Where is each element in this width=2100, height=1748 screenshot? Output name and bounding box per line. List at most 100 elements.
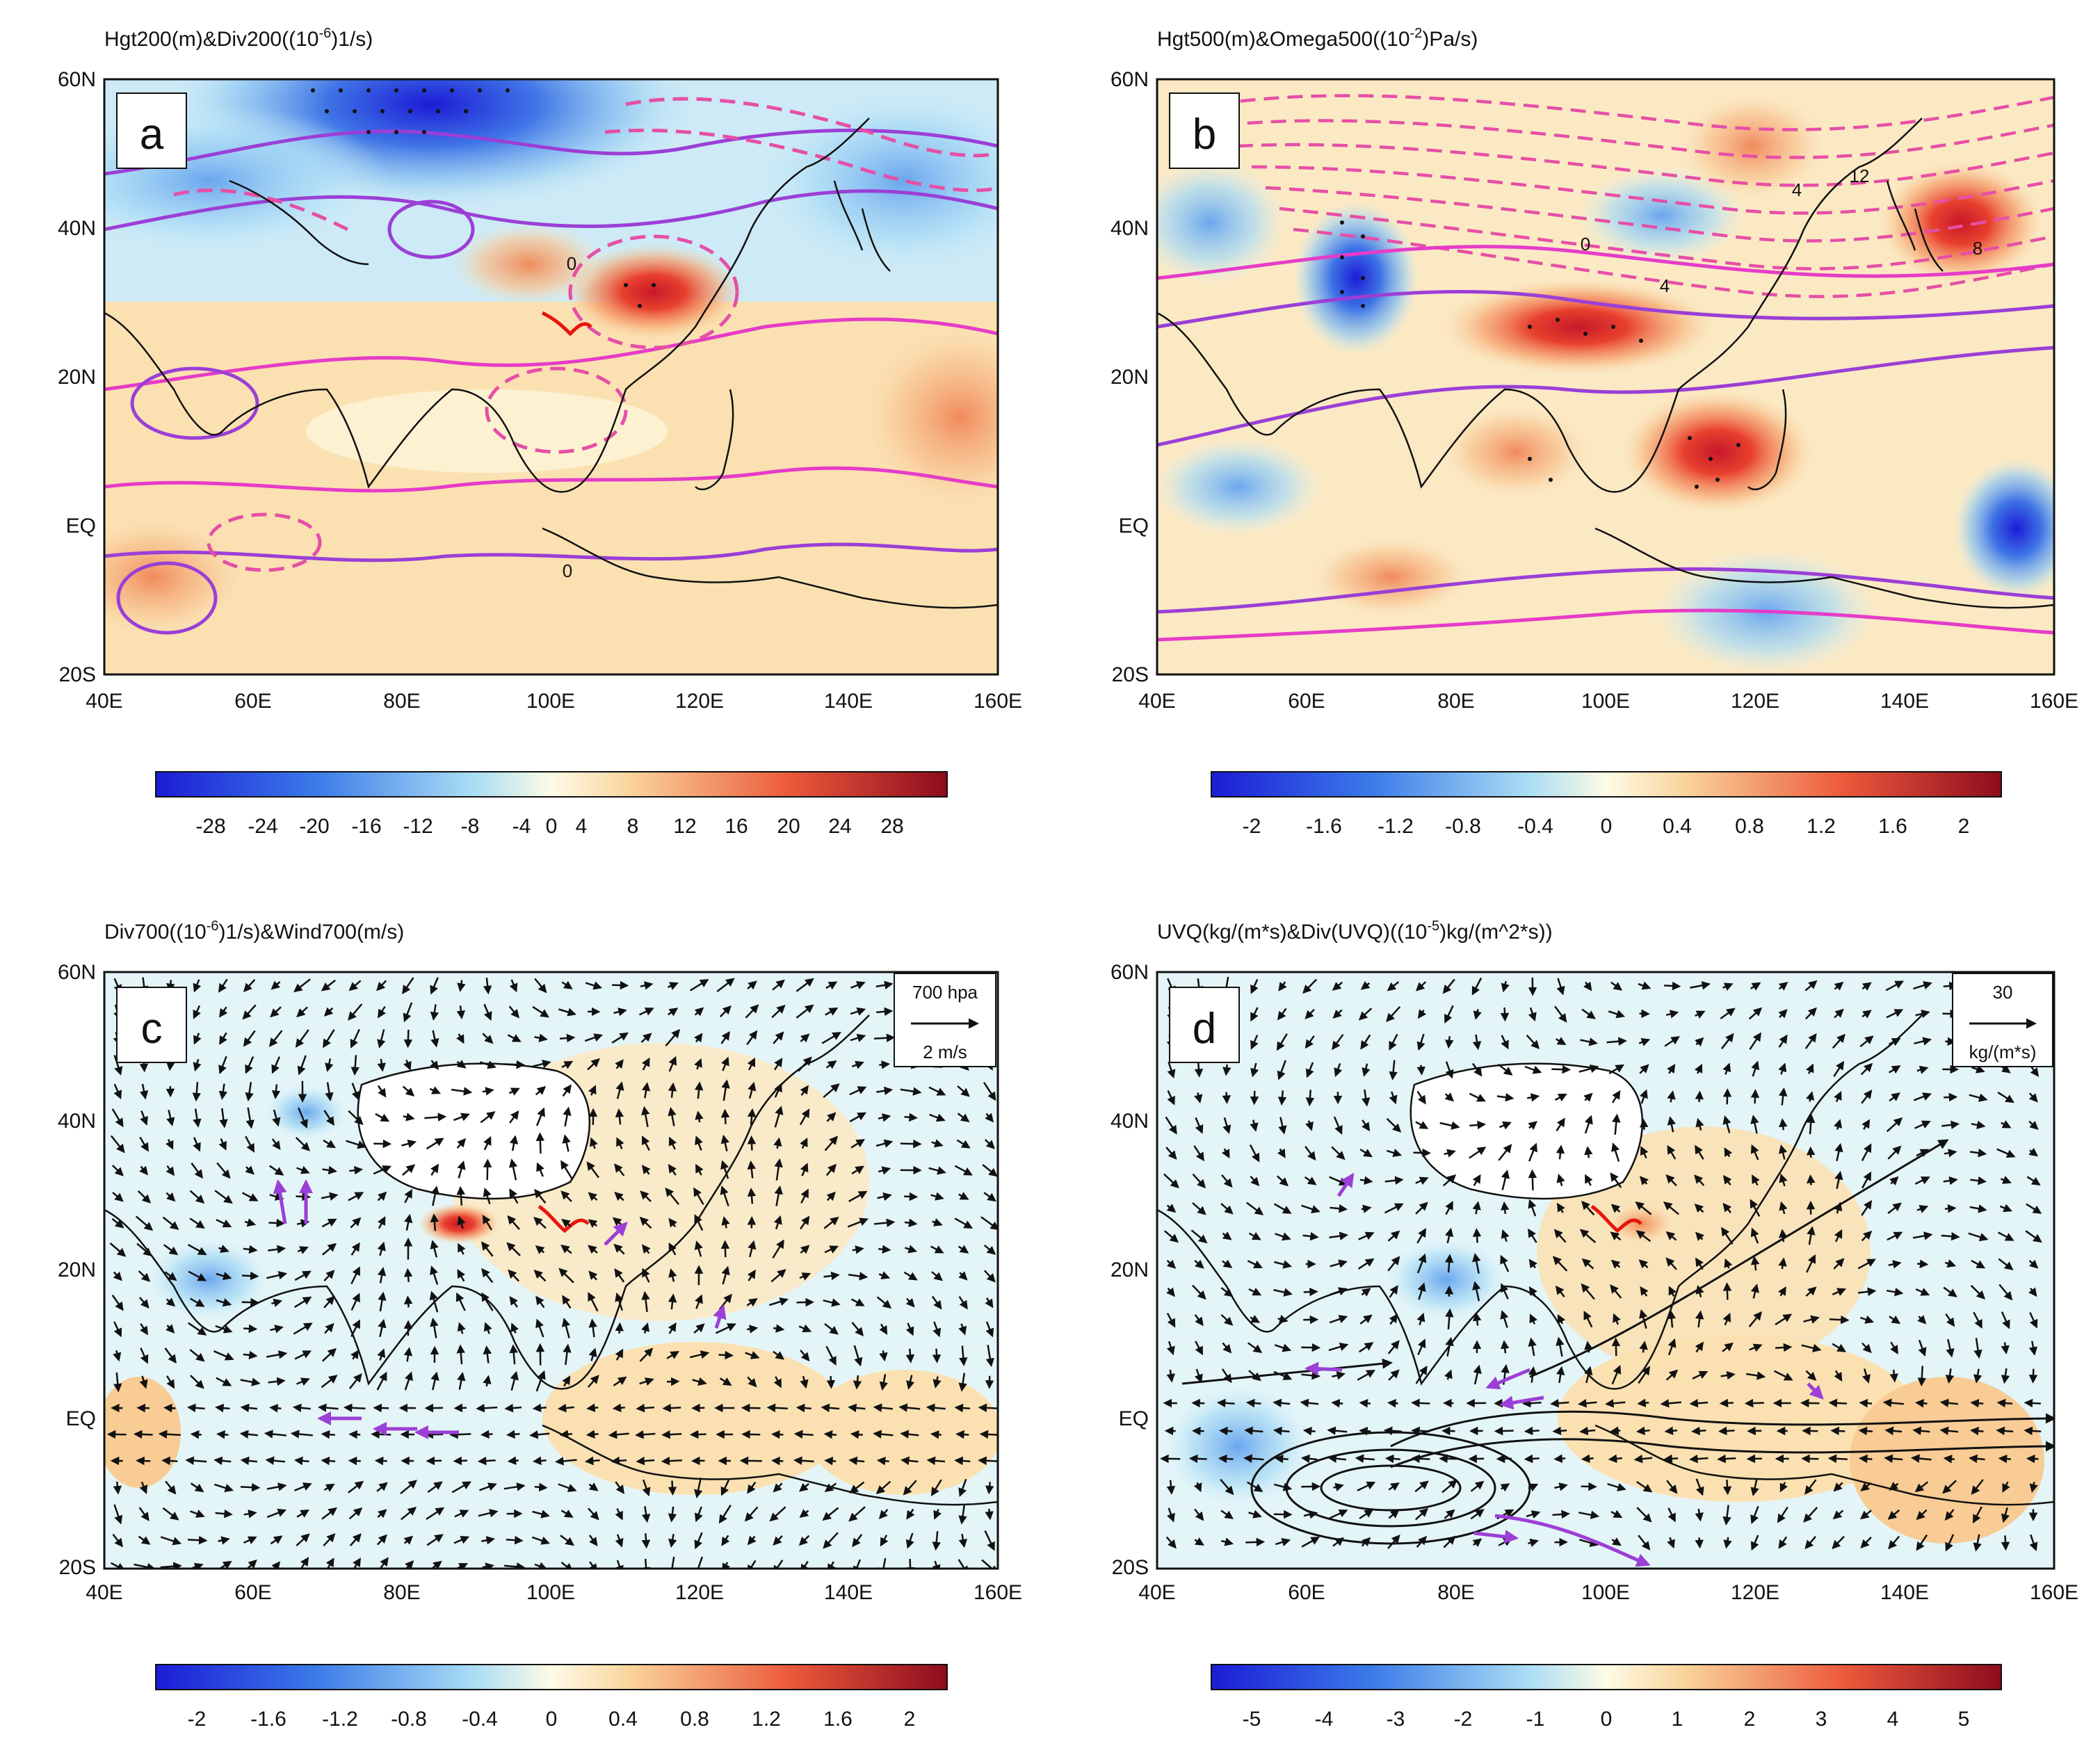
vector-arrow: [2026, 1176, 2041, 1185]
svg-text:60N: 60N: [1110, 68, 1149, 91]
vector-arrow: [266, 1482, 287, 1491]
vector-arrow: [1222, 1064, 1231, 1076]
vector-arrow: [1556, 1202, 1565, 1213]
vector-arrow: [1551, 1065, 1572, 1074]
panel-b-stipple: [1340, 220, 1740, 489]
vector-arrow: [535, 1370, 546, 1392]
vector-arrow: [1664, 1036, 1680, 1047]
svg-text:-5: -5: [1243, 1708, 1261, 1731]
svg-text:20N: 20N: [1110, 366, 1149, 389]
vector-arrow: [531, 1536, 550, 1545]
panel-a-title: Hgt200(m)&Div200((10-6)1/s): [104, 26, 373, 51]
vector-arrow: [983, 1192, 996, 1202]
vector-arrow: [376, 1371, 387, 1391]
vector-arrow: [978, 1403, 998, 1413]
vector-arrow: [930, 1479, 942, 1497]
vector-arrow: [404, 1371, 413, 1391]
vector-arrow: [1494, 1426, 1514, 1436]
vector-arrow: [1943, 1176, 1958, 1185]
vector-arrow: [800, 1560, 809, 1569]
vector-arrow: [641, 1322, 650, 1334]
vector-arrow: [404, 1213, 413, 1231]
svg-text:100E: 100E: [1581, 1581, 1630, 1604]
panel-a-map: [104, 79, 998, 674]
vector-arrow: [958, 1296, 968, 1310]
vector-arrow: [350, 1242, 360, 1256]
vector-arrow: [1333, 1116, 1343, 1135]
vector-arrow: [824, 1322, 839, 1335]
svg-text:100E: 100E: [526, 1581, 575, 1604]
vector-arrow: [747, 1188, 757, 1204]
vector-arrow: [1444, 1005, 1454, 1023]
vector-arrow: [191, 1163, 204, 1179]
vector-arrow: [958, 1478, 967, 1498]
vector-arrow: [479, 1060, 496, 1069]
vector-arrow: [268, 1245, 286, 1254]
vector-arrow: [931, 1271, 943, 1281]
vector-arrow: [1219, 1426, 1233, 1436]
vector-arrow: [584, 1033, 604, 1042]
vector-arrow: [588, 1507, 599, 1521]
vector-arrow: [1778, 982, 1788, 991]
vector-arrow: [266, 1350, 288, 1359]
vector-arrow: [1695, 1117, 1704, 1131]
vector-arrow: [266, 1508, 287, 1519]
svg-text:2 m/s: 2 m/s: [923, 1042, 967, 1062]
vector-arrow: [271, 1138, 281, 1151]
vector-arrow: [1802, 1426, 1818, 1436]
vector-arrow: [402, 1085, 415, 1097]
vector-arrow: [1724, 1147, 1733, 1158]
vector-arrow: [508, 1269, 520, 1282]
svg-text:80E: 80E: [1437, 690, 1474, 713]
vector-arrow: [323, 1007, 334, 1017]
vector-arrow: [1194, 1062, 1204, 1078]
panel-a-contour-label-1: 0: [567, 253, 576, 274]
vector-arrow: [1472, 1201, 1481, 1215]
vector-arrow: [668, 1506, 677, 1523]
panel-b-contour-label-2: 4: [1660, 275, 1670, 296]
svg-text:0.8: 0.8: [1735, 815, 1764, 838]
vector-arrow: [1970, 1426, 1984, 1436]
vector-arrow: [430, 977, 439, 995]
vector-arrow: [427, 1481, 443, 1494]
vector-arrow: [822, 1507, 839, 1521]
vector-arrow: [1749, 1032, 1761, 1050]
vector-arrow: [1556, 1173, 1565, 1186]
vector-arrow: [1528, 1007, 1537, 1022]
vector-arrow: [641, 1558, 651, 1569]
vector-arrow: [1303, 1287, 1318, 1297]
vector-arrow: [165, 1165, 175, 1176]
vector-arrow: [348, 1110, 364, 1126]
vector-arrow: [430, 1371, 439, 1391]
vector-arrow: [741, 1430, 761, 1439]
vector-arrow: [954, 1403, 971, 1413]
vector-arrow: [774, 1106, 784, 1128]
vector-arrow: [1417, 1009, 1427, 1019]
vector-arrow: [1360, 981, 1371, 990]
vector-arrow: [1278, 1117, 1287, 1135]
vector-arrow: [560, 1190, 572, 1202]
vector-arrow: [825, 1060, 837, 1069]
vector-arrow: [1859, 1035, 1874, 1048]
vector-arrow: [1722, 1174, 1732, 1185]
vector-arrow: [1941, 1120, 1960, 1129]
vector-arrow: [113, 1504, 123, 1525]
svg-text:160E: 160E: [974, 1581, 1022, 1604]
vector-arrow: [1497, 1063, 1513, 1076]
vector-arrow: [1302, 1427, 1316, 1436]
vector-arrow: [720, 1480, 730, 1496]
vector-arrow: [1834, 1008, 1844, 1019]
vector-arrow: [480, 1111, 496, 1124]
vector-arrow: [661, 1456, 682, 1466]
vector-arrow: [185, 1456, 207, 1465]
vector-arrow: [535, 1318, 544, 1338]
vector-arrow: [932, 1531, 941, 1551]
vector-arrow: [1610, 1204, 1621, 1213]
vector-arrow: [1640, 1118, 1649, 1130]
svg-text:20: 20: [777, 815, 800, 838]
vector-arrow: [585, 981, 603, 990]
panel-a: Hgt200(m)&Div200((10-6)1/s): [58, 26, 1022, 838]
svg-text:28: 28: [880, 815, 903, 838]
vector-arrow: [325, 1058, 334, 1072]
svg-text:-1.2: -1.2: [322, 1708, 358, 1731]
